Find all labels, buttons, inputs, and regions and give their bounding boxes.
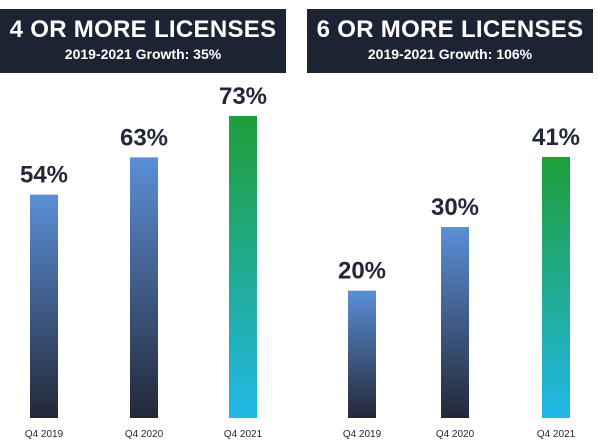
bar-value-label: 41% — [532, 124, 580, 151]
bar-q4-2019 — [30, 194, 58, 418]
bar-q4-2019 — [348, 290, 376, 418]
chart-title: 6 OR MORE LICENSES — [316, 16, 584, 43]
bar-value-label: 20% — [338, 258, 386, 285]
chart-header: 4 OR MORE LICENSES 2019-2021 Growth: 35% — [0, 9, 286, 73]
category-label: Q4 2021 — [224, 429, 263, 440]
bar-q4-2021 — [229, 116, 257, 418]
category-label: Q4 2020 — [436, 429, 475, 440]
category-label: Q4 2020 — [125, 429, 164, 440]
bar-value-label: 30% — [431, 194, 479, 221]
bar-value-label: 63% — [120, 124, 168, 151]
bar-chart-6-licenses: 20% Q4 2019 30% Q4 2020 41% Q4 2021 — [338, 124, 580, 440]
bar-value-label: 54% — [20, 162, 68, 189]
category-label: Q4 2019 — [343, 429, 382, 440]
chart-subtitle: 2019-2021 Growth: 106% — [367, 46, 533, 62]
category-label: Q4 2021 — [537, 429, 576, 440]
bar-q4-2020 — [130, 157, 158, 418]
chart-panel-4-licenses: 4 OR MORE LICENSES 2019-2021 Growth: 35%… — [0, 0, 286, 448]
bar-value-label: 73% — [219, 83, 267, 110]
chart-subtitle: 2019-2021 Growth: 35% — [64, 46, 222, 62]
bar-q4-2020 — [441, 227, 469, 418]
bar-chart-4-licenses: 54% Q4 2019 63% Q4 2020 73% Q4 2021 — [20, 83, 267, 440]
chart-title: 4 OR MORE LICENSES — [9, 16, 277, 43]
category-label: Q4 2019 — [25, 429, 64, 440]
chart-panel-6-licenses: 6 OR MORE LICENSES 2019-2021 Growth: 106… — [307, 0, 593, 448]
chart-header: 6 OR MORE LICENSES 2019-2021 Growth: 106… — [307, 9, 593, 73]
bar-q4-2021 — [542, 157, 570, 418]
